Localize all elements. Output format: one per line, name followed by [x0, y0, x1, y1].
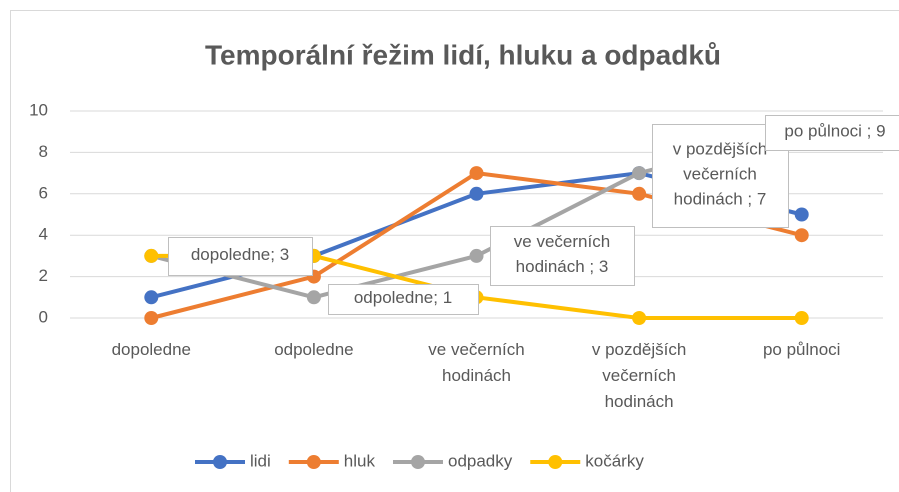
point-marker — [794, 207, 809, 222]
x-tick-label: ve večerních hodinách — [428, 340, 524, 385]
data-label: ve večerních hodinách ; 3 — [514, 232, 610, 276]
data-label-box — [490, 226, 635, 286]
y-tick-label: 8 — [39, 142, 48, 161]
x-tick-label: odpoledne — [274, 340, 353, 359]
point-marker — [144, 311, 159, 325]
point-marker — [144, 248, 159, 263]
x-tick-label: v pozdějších večerních hodinách — [592, 340, 687, 411]
y-tick-label: 6 — [39, 183, 48, 202]
data-label: odpoledne; 1 — [354, 288, 452, 307]
legend-marker — [306, 455, 321, 469]
x-tick-label: dopoledne — [112, 340, 191, 359]
legend-label: hluk — [344, 451, 376, 470]
x-tick-label: po půlnoci — [763, 340, 841, 359]
point-marker — [469, 166, 484, 181]
legend-label: kočárky — [585, 451, 644, 470]
legend-marker — [410, 455, 425, 469]
y-tick-label: 0 — [39, 307, 48, 326]
point-marker — [632, 186, 647, 201]
point-marker — [469, 186, 484, 201]
legend-marker — [548, 455, 563, 469]
point-marker — [794, 228, 809, 243]
point-marker — [306, 290, 321, 305]
chart-title: Temporální řežim lidí, hluku a odpadků — [205, 39, 721, 70]
data-label-box — [765, 115, 899, 151]
data-label: po půlnoci ; 9 — [784, 122, 885, 141]
chart-frame — [10, 10, 899, 492]
data-label: v pozdějších večerních hodinách ; 7 — [673, 140, 768, 209]
y-tick-label: 10 — [29, 100, 48, 119]
y-tick-label: 4 — [39, 225, 48, 244]
data-label-box — [328, 284, 479, 315]
point-marker — [632, 311, 647, 325]
data-label: dopoledne; 3 — [191, 245, 289, 264]
legend-label: odpadky — [448, 451, 513, 470]
data-label-box — [168, 237, 313, 276]
point-marker — [144, 290, 159, 305]
point-marker — [469, 248, 484, 263]
y-tick-label: 2 — [39, 266, 48, 285]
legend-marker — [213, 455, 227, 469]
point-marker — [794, 311, 809, 325]
point-marker — [632, 166, 647, 181]
legend-label: lidi — [250, 451, 271, 470]
